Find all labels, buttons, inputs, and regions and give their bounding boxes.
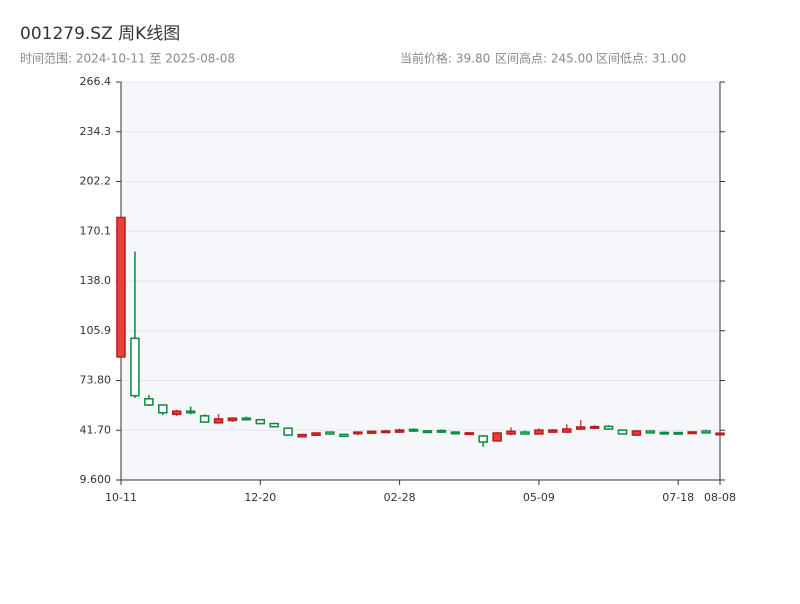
candle-body [213,418,224,424]
candle-body [589,425,600,429]
y-tick-label: 105.9 [80,324,112,337]
candle-body [227,417,238,422]
candle-body [255,418,266,425]
candle-body [199,415,210,423]
candle-body [478,435,488,443]
candle-body [311,432,321,436]
candle-body [562,428,572,433]
x-tick-label: 05-09 [523,491,555,504]
candle-body [617,429,628,435]
candle-body [673,431,683,435]
candle-body [450,431,461,435]
candle-body [715,432,725,436]
y-tick-label: 202.2 [80,175,112,188]
range-high: 区间高点: 245.00 [495,51,593,66]
range-low: 区间低点: 31.00 [596,52,686,66]
candle-body [171,410,182,416]
candle-body [645,430,656,434]
candle-body [116,216,126,358]
candle-body [394,429,405,433]
candle-body [283,427,293,436]
candle-body [534,429,544,435]
candle-body [701,430,711,434]
candle-body [380,430,391,434]
candle-body [548,429,558,433]
candle-body [422,430,433,434]
candle-body [575,426,586,430]
candle-body [631,430,642,436]
candle-body [659,431,670,435]
candle-body [603,425,614,430]
candle-body [158,404,168,414]
x-tick-label: 08-08 [704,491,736,504]
candle-body [436,429,447,433]
candle-body [520,431,530,435]
y-tick-label: 266.4 [80,75,112,88]
y-tick-label: 234.3 [80,125,112,138]
candle-body [353,431,363,435]
candle-body [241,417,252,421]
y-tick-label: 138.0 [80,274,112,287]
candle-body [366,430,377,434]
candle-body [492,432,502,442]
candle-body [269,422,279,428]
candle-body [297,433,307,438]
current-price: 当前价格: 39.80 [400,51,490,66]
x-tick-label: 10-11 [105,491,137,504]
candle-body [687,431,697,435]
candle-body [506,430,516,435]
y-tick-label: 41.70 [80,423,112,436]
y-tick-label: 73.80 [80,374,112,387]
date-range: 时间范围: 2024-10-11 至 2025-08-08 [20,52,235,66]
y-tick-label: 9.600 [80,473,112,486]
x-tick-label: 12-20 [244,491,276,504]
x-tick-label: 02-28 [384,491,416,504]
candle-body [325,431,335,435]
candle-body [185,410,196,414]
candle-body [130,337,140,397]
candle-body [144,398,154,406]
y-tick-label: 170.1 [80,224,112,237]
candle-body [339,433,349,438]
chart-title: 001279.SZ 周K线图 [20,24,180,44]
candle-body [408,428,419,432]
x-tick-label: 07-18 [662,491,694,504]
candle-body [464,432,475,436]
